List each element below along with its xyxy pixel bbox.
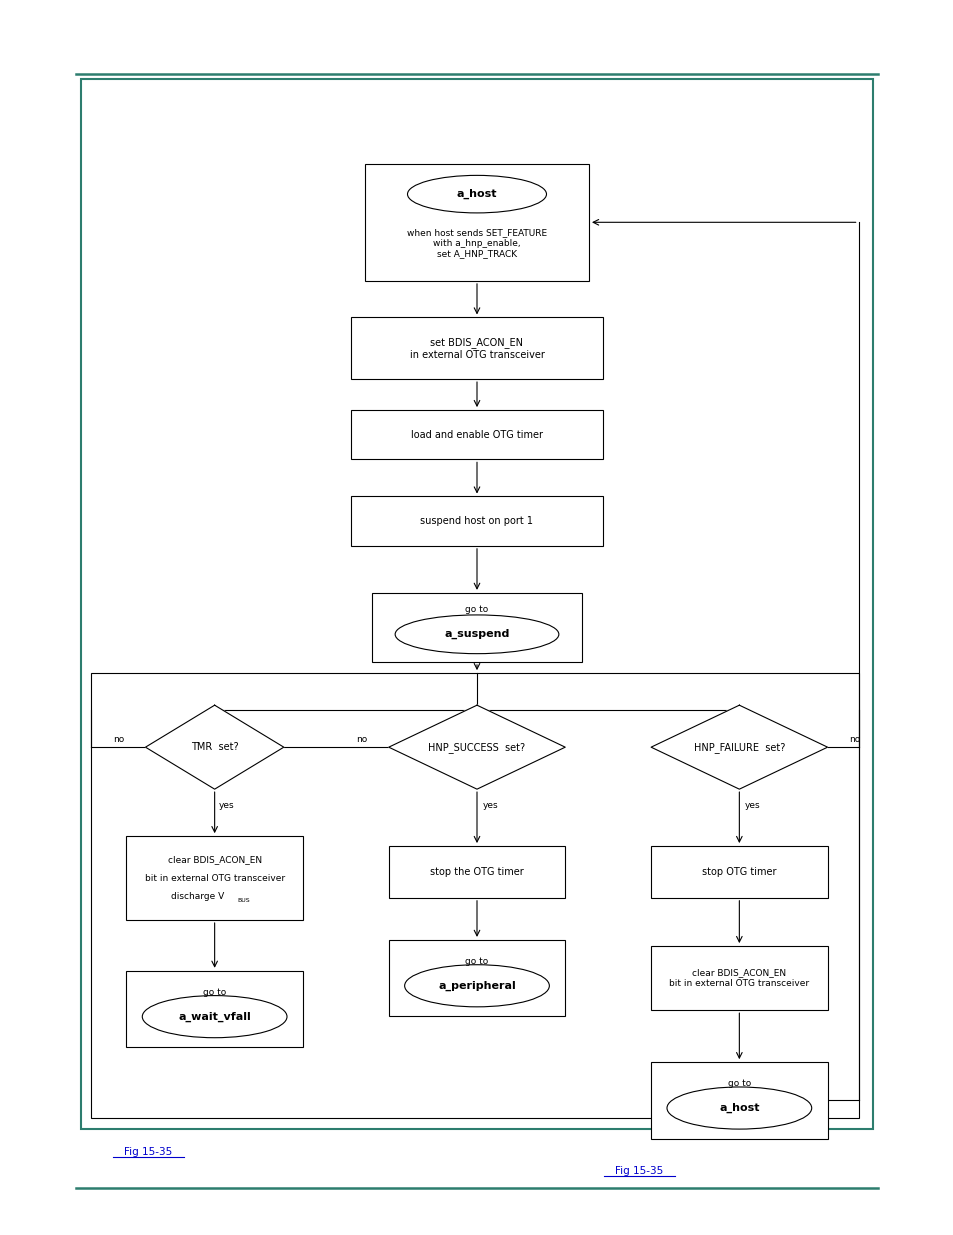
Ellipse shape <box>407 175 546 212</box>
Text: when host sends SET_FEATURE
with a_hnp_enable,
set A_HNP_TRACK: when host sends SET_FEATURE with a_hnp_e… <box>407 228 546 258</box>
Text: HNP_SUCCESS  set?: HNP_SUCCESS set? <box>428 742 525 752</box>
Bar <box>351 317 602 379</box>
Polygon shape <box>389 705 564 789</box>
Text: BUS: BUS <box>237 898 250 903</box>
Text: TMR  set?: TMR set? <box>191 742 238 752</box>
Bar <box>91 673 858 1118</box>
Polygon shape <box>650 705 826 789</box>
Ellipse shape <box>142 995 287 1037</box>
Bar <box>650 846 826 898</box>
Text: yes: yes <box>744 800 760 810</box>
Text: yes: yes <box>218 800 233 810</box>
Text: go to: go to <box>203 988 226 997</box>
Text: set BDIS_ACON_EN
in external OTG transceiver: set BDIS_ACON_EN in external OTG transce… <box>409 337 544 359</box>
Text: a_peripheral: a_peripheral <box>437 981 516 990</box>
Text: no: no <box>113 735 124 745</box>
Ellipse shape <box>666 1087 811 1129</box>
Text: clear BDIS_ACON_EN: clear BDIS_ACON_EN <box>168 855 261 864</box>
Text: a_suspend: a_suspend <box>444 629 509 640</box>
Text: stop OTG timer: stop OTG timer <box>701 867 776 877</box>
Text: Fig 15-35: Fig 15-35 <box>124 1147 172 1157</box>
Text: a_wait_vfall: a_wait_vfall <box>178 1011 251 1021</box>
Bar <box>351 410 602 459</box>
Text: go to: go to <box>465 957 488 966</box>
Bar <box>364 164 588 282</box>
Ellipse shape <box>395 615 558 653</box>
Bar <box>650 946 826 1010</box>
Text: bit in external OTG transceiver: bit in external OTG transceiver <box>145 873 284 883</box>
Text: suspend host on port 1: suspend host on port 1 <box>420 516 533 526</box>
Text: stop the OTG timer: stop the OTG timer <box>430 867 523 877</box>
Text: HNP_FAILURE  set?: HNP_FAILURE set? <box>693 742 784 752</box>
Text: yes: yes <box>482 800 497 810</box>
Text: a_host: a_host <box>456 189 497 199</box>
Text: a_host: a_host <box>719 1103 759 1113</box>
Bar <box>389 940 564 1016</box>
Text: discharge V: discharge V <box>171 892 224 902</box>
Bar <box>126 971 303 1047</box>
Text: no: no <box>848 735 859 745</box>
Text: clear BDIS_ACON_EN
bit in external OTG transceiver: clear BDIS_ACON_EN bit in external OTG t… <box>669 968 808 988</box>
Bar <box>81 79 872 1129</box>
Bar <box>372 593 581 662</box>
Ellipse shape <box>404 965 549 1007</box>
Bar <box>389 846 564 898</box>
Polygon shape <box>146 705 283 789</box>
Text: go to: go to <box>465 605 488 614</box>
Bar <box>650 1062 826 1139</box>
Text: no: no <box>356 735 367 745</box>
Text: load and enable OTG timer: load and enable OTG timer <box>411 430 542 440</box>
Text: go to: go to <box>727 1079 750 1088</box>
Text: Fig 15-35: Fig 15-35 <box>615 1166 662 1176</box>
Bar <box>351 496 602 546</box>
Bar <box>126 836 303 920</box>
